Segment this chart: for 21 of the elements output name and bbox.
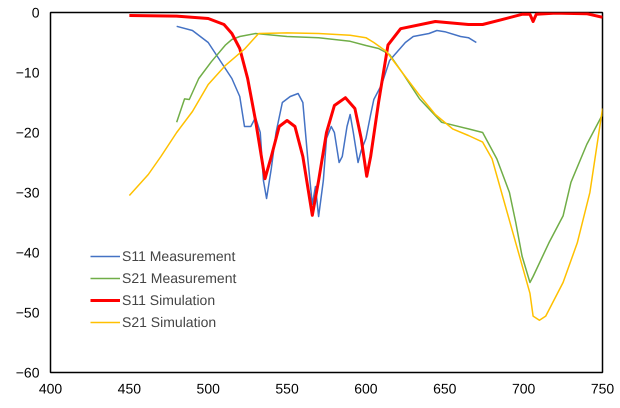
x-tick-label: 700 [512,380,536,396]
y-tick-label: −20 [16,124,40,140]
y-tick-label: −50 [16,304,40,320]
x-tick-label: 400 [38,380,62,396]
y-tick-label: −30 [16,184,40,200]
x-tick-label: 750 [590,380,614,396]
y-tick-label: 0 [32,4,40,20]
y-tick-label: −10 [16,64,40,80]
legend-label: S21 Measurement [122,270,236,286]
x-tick-label: 450 [118,380,142,396]
legend-label: S21 Simulation [122,314,216,330]
legend-label: S11 Measurement [122,248,236,264]
x-tick-label: 650 [433,380,457,396]
y-tick-label: −40 [16,244,40,260]
line-series [176,26,478,218]
x-tick-label: 600 [354,380,378,396]
line-series [128,12,602,217]
legend-label: S11 Simulation [122,292,216,308]
x-tick-label: 500 [196,380,220,396]
x-tick-label: 550 [275,380,299,396]
y-tick-label: −60 [16,364,40,380]
